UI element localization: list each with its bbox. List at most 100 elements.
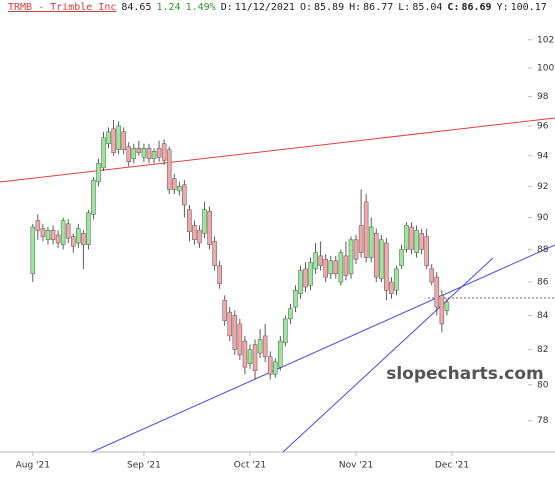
candle-body (55, 234, 61, 244)
y-tick-label: 90 (537, 213, 549, 223)
candle-body (308, 262, 313, 286)
candle-body (303, 268, 308, 288)
candle-body (192, 225, 197, 241)
high: 86.77 (363, 2, 394, 13)
y-tick-label: 102 (537, 35, 554, 45)
y-tick-label: 88 (537, 245, 549, 255)
candle-body (60, 220, 66, 245)
y-tick-label: 82 (537, 345, 548, 355)
candle-body (257, 339, 263, 354)
candle-body (182, 184, 187, 206)
candle-body (136, 147, 142, 154)
close: 86.69 (461, 2, 492, 13)
candle-body (131, 147, 137, 160)
low: 85.04 (412, 2, 443, 13)
y-tick-label: 94 (537, 151, 549, 161)
candle-body (106, 131, 111, 144)
trend-line (0, 117, 555, 183)
y-tick-label: 96 (537, 121, 549, 131)
change: 1.24 (156, 2, 181, 13)
candle-body (76, 228, 81, 244)
candle-body (156, 147, 162, 158)
candle-body (429, 268, 435, 283)
label: C: (447, 2, 460, 13)
candle-body (217, 265, 222, 284)
candle-body (70, 236, 76, 247)
candle-body (313, 252, 318, 270)
candle-body (177, 186, 182, 192)
candle-body (267, 356, 273, 375)
x-tick-label: Oct '21 (234, 461, 266, 471)
candle-body (187, 209, 192, 233)
candle-body (207, 210, 212, 245)
candle-body (434, 276, 440, 308)
candle-body (247, 349, 253, 364)
candle-body (363, 201, 369, 258)
candle-body (379, 239, 384, 280)
x-tick-label: Aug '21 (16, 461, 50, 471)
x-tick-label: Dec '21 (435, 461, 469, 471)
candle-body (293, 290, 298, 308)
candle-body (101, 137, 106, 169)
candle-body (30, 226, 36, 275)
symbol: TRMB - Trimble Inc (8, 2, 117, 13)
candle-body (232, 315, 238, 350)
candle-body (384, 242, 389, 291)
candle-body (353, 239, 359, 260)
x-tick-label: Sep '21 (127, 461, 161, 471)
candle-body (161, 143, 167, 161)
label: O: (299, 2, 312, 13)
y-tick-label: 84 (537, 311, 549, 321)
candle-body (116, 125, 121, 151)
candle-body (343, 255, 349, 276)
y-tick-label: 80 (537, 380, 549, 390)
candle-body (328, 260, 334, 275)
candle-body (298, 270, 303, 294)
candle-body (323, 258, 328, 278)
candle-body (91, 179, 96, 215)
candle-body (409, 226, 414, 250)
candle-body (151, 151, 157, 160)
candle-body (333, 260, 339, 275)
candle-body (288, 308, 293, 320)
y-tick-label: 78 (537, 416, 549, 426)
candle-body (242, 340, 248, 368)
candle-body (166, 149, 172, 190)
y-tick-label: 98 (537, 92, 549, 102)
candle-body (212, 241, 217, 266)
candle-body (252, 344, 258, 371)
candle-body (404, 225, 409, 250)
y-tick-label: 86 (537, 278, 549, 288)
candle-body (358, 225, 364, 253)
candle-body (45, 229, 51, 241)
candle-body (283, 318, 288, 344)
candle-body (399, 249, 404, 266)
candle-body (126, 146, 132, 163)
label: L: (398, 2, 411, 13)
candle-body (318, 255, 323, 266)
date: 11/12/2021 (234, 2, 295, 13)
candle-body (348, 239, 354, 275)
candle-body (171, 178, 177, 190)
ticker-header: TRMB - Trimble Inc 84.65 1.24 1.49% D: 11/12/… (8, 2, 552, 13)
candle-body (111, 128, 116, 154)
candle-body (227, 311, 233, 337)
y-value: 100.17 (510, 2, 547, 13)
y-tick-label: 100 (537, 63, 554, 73)
candle-body (389, 281, 394, 294)
candle-body (146, 147, 152, 160)
label: Y: (496, 2, 509, 13)
candle-body (197, 229, 202, 244)
candle-body (373, 233, 379, 278)
watermark: slopecharts.com (386, 364, 544, 384)
candle-body (368, 226, 374, 258)
x-tick-label: Nov '21 (339, 461, 373, 471)
candle-body (272, 361, 278, 375)
candle-body (86, 212, 91, 245)
candle-body (424, 236, 429, 266)
label: D: (220, 2, 233, 13)
trend-line (91, 244, 555, 453)
trend-line (282, 257, 494, 453)
